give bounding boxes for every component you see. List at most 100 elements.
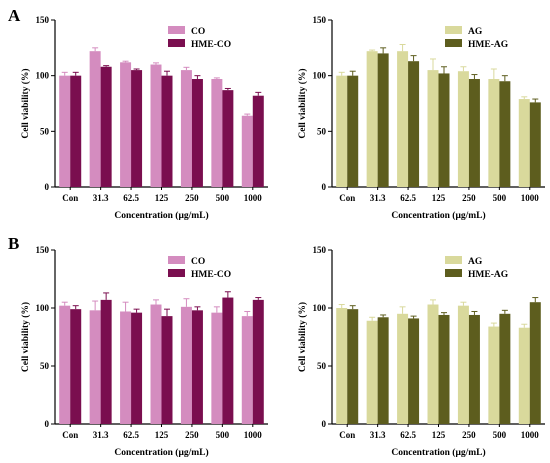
- x-tick-label: 1000: [521, 193, 540, 203]
- x-tick-label: 31.3: [370, 430, 386, 440]
- y-tick-label: 0: [45, 419, 50, 429]
- bar-hme-co-4: [191, 79, 203, 187]
- x-tick-label: 125: [155, 430, 169, 440]
- bar-co-1: [89, 310, 101, 424]
- y-tick-label: 150: [313, 245, 327, 255]
- panel-letter-a: A: [8, 6, 21, 25]
- legend-label-ag: AG: [468, 257, 483, 267]
- bar-hme-co-2: [131, 70, 143, 187]
- bar-co-5: [211, 79, 223, 187]
- bar-co-5: [211, 312, 223, 424]
- x-tick-label: 500: [216, 193, 230, 203]
- x-tick-label: 1000: [244, 430, 263, 440]
- x-axis-title: Concentration (μg/mL): [114, 447, 208, 458]
- x-tick-label: 250: [185, 430, 199, 440]
- x-tick-label: Con: [339, 193, 355, 203]
- bar-ag-3: [427, 70, 439, 187]
- bar-co-2: [120, 311, 132, 424]
- bar-ag-2: [397, 51, 409, 187]
- legend-label-ag: AG: [468, 27, 483, 37]
- y-tick-label: 100: [36, 303, 50, 313]
- legend-swatch-co: [168, 256, 185, 264]
- x-tick-label: 250: [462, 193, 476, 203]
- x-tick-label: 62.5: [123, 430, 139, 440]
- x-tick-label: 62.5: [123, 193, 139, 203]
- y-tick-label: 100: [313, 71, 327, 81]
- bar-co-3: [150, 304, 162, 424]
- bar-ag-0: [336, 308, 348, 424]
- y-tick-label: 100: [313, 303, 327, 313]
- chart-1: 0 50 100 150 Con 31.3 62.5 125 250 500 1000 Concent…: [20, 15, 268, 221]
- bar-hme-ag-4: [468, 314, 480, 424]
- bar-hme-ag-2: [408, 61, 420, 188]
- legend-swatch-ag: [445, 26, 462, 34]
- x-tick-label: 250: [462, 430, 476, 440]
- y-tick-label: 50: [317, 361, 327, 371]
- x-axis-title: Concentration (μg/mL): [114, 210, 208, 221]
- legend-swatch-hme-co: [168, 269, 185, 277]
- x-tick-label: 500: [216, 430, 230, 440]
- bar-co-2: [120, 62, 132, 187]
- bar-hme-ag-3: [438, 73, 450, 187]
- y-tick-label: 50: [317, 126, 327, 136]
- x-tick-label: 125: [432, 430, 446, 440]
- x-axis-title: Concentration (μg/mL): [391, 210, 485, 221]
- x-tick-label: 1000: [244, 193, 263, 203]
- y-axis-title: Cell viability (%): [297, 302, 308, 372]
- legend-label-co: CO: [191, 27, 205, 37]
- bar-co-4: [180, 306, 192, 424]
- bar-hme-ag-4: [468, 79, 480, 187]
- y-tick-label: 150: [36, 15, 50, 25]
- legend-swatch-hme-co: [168, 39, 185, 47]
- bar-hme-ag-2: [408, 318, 420, 424]
- y-tick-label: 150: [313, 15, 327, 25]
- chart-2: 0 50 100 150 Con 31.3 62.5 125 250 500 1000 Concent…: [297, 15, 545, 221]
- legend-label-hme-ag: HME-AG: [468, 40, 509, 50]
- bar-ag-5: [488, 79, 500, 187]
- legend-label-hme-co: HME-CO: [191, 40, 231, 50]
- legend-swatch-hme-ag: [445, 39, 462, 47]
- bar-co-6: [241, 115, 253, 187]
- chart-4: 0 50 100 150 Con 31.3 62.5 125 250 500 1000 Concent…: [297, 245, 545, 458]
- x-tick-label: 31.3: [93, 430, 109, 440]
- x-tick-label: 62.5: [400, 430, 416, 440]
- bar-ag-0: [336, 75, 348, 187]
- bar-hme-ag-5: [499, 313, 511, 424]
- bar-hme-co-6: [252, 299, 264, 424]
- x-tick-label: Con: [62, 430, 78, 440]
- y-axis-title: Cell viability (%): [20, 302, 31, 372]
- x-tick-label: 500: [493, 193, 507, 203]
- legend-swatch-hme-ag: [445, 269, 462, 277]
- bar-hme-ag-3: [438, 314, 450, 424]
- bar-ag-2: [397, 313, 409, 424]
- bar-ag-6: [518, 99, 530, 187]
- x-tick-label: 31.3: [93, 193, 109, 203]
- chart-3: 0 50 100 150 Con 31.3 62.5 125 250 500 1000 Concent…: [20, 245, 268, 458]
- bar-ag-4: [457, 305, 469, 424]
- legend-label-hme-ag: HME-AG: [468, 270, 509, 280]
- bar-hme-ag-6: [529, 302, 541, 424]
- bar-co-0: [59, 75, 71, 187]
- bar-hme-co-3: [161, 75, 173, 187]
- x-tick-label: Con: [62, 193, 78, 203]
- y-tick-label: 0: [45, 182, 50, 192]
- bar-hme-ag-0: [347, 309, 359, 424]
- x-tick-label: 1000: [521, 430, 540, 440]
- bar-co-0: [59, 305, 71, 424]
- y-tick-label: 0: [322, 182, 327, 192]
- bar-co-6: [241, 316, 253, 424]
- bar-hme-ag-5: [499, 81, 511, 187]
- bar-ag-5: [488, 326, 500, 424]
- y-tick-label: 150: [36, 245, 50, 255]
- y-axis-title: Cell viability (%): [297, 68, 308, 138]
- x-axis-title: Concentration (μg/mL): [391, 447, 485, 458]
- x-tick-label: Con: [339, 430, 355, 440]
- legend-swatch-ag: [445, 256, 462, 264]
- bar-ag-1: [366, 320, 378, 424]
- y-tick-label: 100: [36, 71, 50, 81]
- y-tick-label: 0: [322, 419, 327, 429]
- bar-co-1: [89, 51, 101, 187]
- bar-hme-ag-6: [529, 102, 541, 187]
- bar-hme-co-0: [70, 75, 82, 187]
